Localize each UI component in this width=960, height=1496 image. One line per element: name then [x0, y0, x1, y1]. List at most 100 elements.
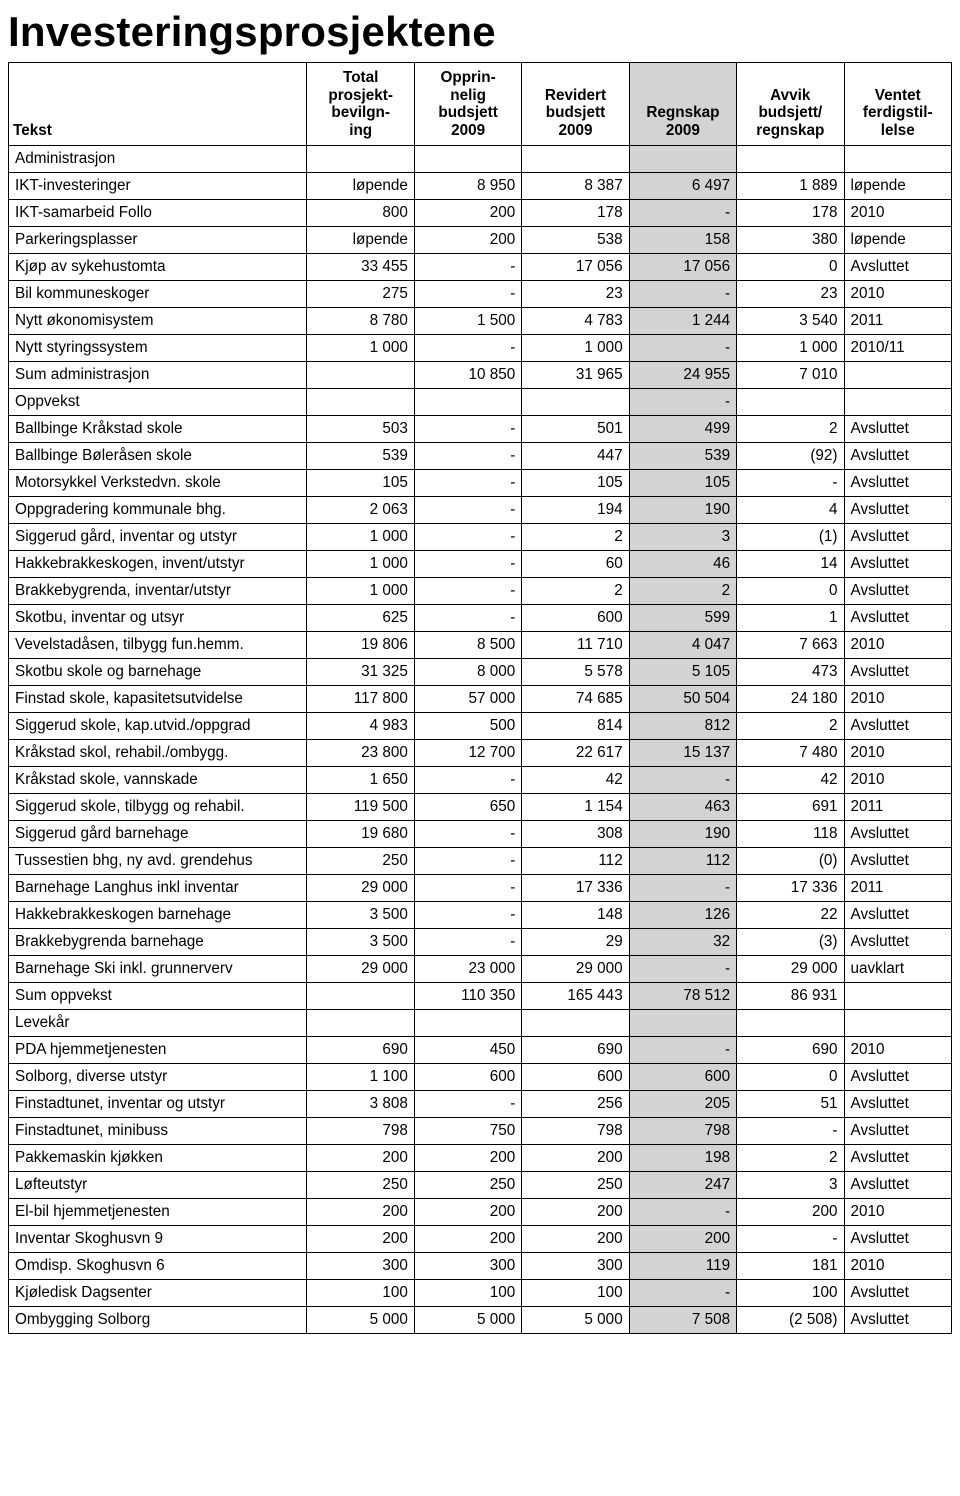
table-cell: 105: [522, 470, 629, 497]
table-cell: -: [629, 875, 736, 902]
table-cell: 1 244: [629, 308, 736, 335]
table-cell: 200: [522, 1226, 629, 1253]
table-cell: 110 350: [414, 983, 521, 1010]
table-row: Brakkebygrenda, inventar/utstyr1 000-220…: [9, 578, 952, 605]
table-row: Kjøledisk Dagsenter100100100-100Avslutte…: [9, 1280, 952, 1307]
table-cell: 5 000: [414, 1307, 521, 1334]
table-cell: 250: [307, 1172, 414, 1199]
table-cell: 8 500: [414, 632, 521, 659]
table-row: El-bil hjemmetjenesten200200200-2002010: [9, 1199, 952, 1226]
table-cell: Avsluttet: [844, 659, 951, 686]
table-cell: 539: [629, 443, 736, 470]
table-row: Ombygging Solborg5 0005 0005 0007 508(2 …: [9, 1307, 952, 1334]
table-row: Inventar Skoghusvn 9200200200200-Avslutt…: [9, 1226, 952, 1253]
table-cell: (0): [737, 848, 844, 875]
table-cell: 7 480: [737, 740, 844, 767]
table-cell: Hakkebrakkeskogen barnehage: [9, 902, 307, 929]
table-cell: 690: [522, 1037, 629, 1064]
table-cell: Sum administrasjon: [9, 362, 307, 389]
table-row: Kjøp av sykehustomta33 455-17 05617 0560…: [9, 254, 952, 281]
table-cell: 50 504: [629, 686, 736, 713]
table-cell: Avsluttet: [844, 1118, 951, 1145]
table-cell: Avsluttet: [844, 443, 951, 470]
table-cell: 2010/11: [844, 335, 951, 362]
table-cell: 42: [522, 767, 629, 794]
table-cell: 798: [307, 1118, 414, 1145]
table-cell: 200: [414, 1145, 521, 1172]
table-cell: 19 680: [307, 821, 414, 848]
table-cell: -: [629, 1037, 736, 1064]
table-cell: 46: [629, 551, 736, 578]
table-cell: 200: [737, 1199, 844, 1226]
table-cell: 250: [522, 1172, 629, 1199]
table-cell: 275: [307, 281, 414, 308]
table-cell: Barnehage Langhus inkl inventar: [9, 875, 307, 902]
table-row: Siggerud skole, tilbygg og rehabil.119 5…: [9, 794, 952, 821]
table-cell: 24 180: [737, 686, 844, 713]
table-cell: 463: [629, 794, 736, 821]
table-cell: Avsluttet: [844, 848, 951, 875]
table-cell: 4 783: [522, 308, 629, 335]
table-cell: -: [737, 1226, 844, 1253]
table-cell: 1 154: [522, 794, 629, 821]
table-cell: (2 508): [737, 1307, 844, 1334]
table-cell: Skotbu skole og barnehage: [9, 659, 307, 686]
table-cell: 2010: [844, 281, 951, 308]
table-cell: 473: [737, 659, 844, 686]
table-cell: Pakkemaskin kjøkken: [9, 1145, 307, 1172]
table-cell: 190: [629, 821, 736, 848]
table-cell: 2010: [844, 1253, 951, 1280]
table-cell: 23: [522, 281, 629, 308]
table-cell: -: [629, 1280, 736, 1307]
table-row: Nytt økonomisystem8 7801 5004 7831 2443 …: [9, 308, 952, 335]
table-cell: -: [414, 443, 521, 470]
table-cell: 2 063: [307, 497, 414, 524]
table-cell: 256: [522, 1091, 629, 1118]
table-cell: -: [414, 848, 521, 875]
table-cell: 814: [522, 713, 629, 740]
table-row: Løfteutstyr2502502502473Avsluttet: [9, 1172, 952, 1199]
table-cell: 300: [307, 1253, 414, 1280]
table-cell: 126: [629, 902, 736, 929]
table-cell: 165 443: [522, 983, 629, 1010]
table-cell: 8 950: [414, 173, 521, 200]
table-cell: 600: [522, 605, 629, 632]
table-cell: 690: [307, 1037, 414, 1064]
col-ferdig: Ventetferdigstil-lelse: [844, 63, 951, 146]
table-cell: 4: [737, 497, 844, 524]
table-row: Finstadtunet, minibuss798750798798-Avslu…: [9, 1118, 952, 1145]
table-cell: 205: [629, 1091, 736, 1118]
table-row: Siggerud gård, inventar og utstyr1 000-2…: [9, 524, 952, 551]
table-cell: 119 500: [307, 794, 414, 821]
table-cell: Administrasjon: [9, 146, 307, 173]
table-cell: Ombygging Solborg: [9, 1307, 307, 1334]
table-cell: 691: [737, 794, 844, 821]
table-cell: løpende: [844, 173, 951, 200]
table-cell: Avsluttet: [844, 1307, 951, 1334]
table-cell: [307, 146, 414, 173]
table-cell: -: [629, 389, 736, 416]
section-header-row: Levekår: [9, 1010, 952, 1037]
table-cell: Avsluttet: [844, 821, 951, 848]
table-cell: 29: [522, 929, 629, 956]
table-row: Barnehage Langhus inkl inventar29 000-17…: [9, 875, 952, 902]
col-avvik: Avvikbudsjett/regnskap: [737, 63, 844, 146]
table-cell: 100: [522, 1280, 629, 1307]
table-cell: -: [414, 902, 521, 929]
table-cell: 7 663: [737, 632, 844, 659]
table-cell: -: [414, 821, 521, 848]
table-cell: Oppgradering kommunale bhg.: [9, 497, 307, 524]
table-cell: 750: [414, 1118, 521, 1145]
table-cell: [844, 983, 951, 1010]
table-cell: 690: [737, 1037, 844, 1064]
table-cell: 5 578: [522, 659, 629, 686]
table-cell: 23 800: [307, 740, 414, 767]
table-cell: Nytt styringssystem: [9, 335, 307, 362]
section-header-row: Oppvekst-: [9, 389, 952, 416]
table-cell: 5 000: [307, 1307, 414, 1334]
table-row: Parkeringsplasserløpende200538158380løpe…: [9, 227, 952, 254]
table-cell: 447: [522, 443, 629, 470]
table-row: Solborg, diverse utstyr1 1006006006000Av…: [9, 1064, 952, 1091]
table-cell: 190: [629, 497, 736, 524]
table-cell: Avsluttet: [844, 470, 951, 497]
